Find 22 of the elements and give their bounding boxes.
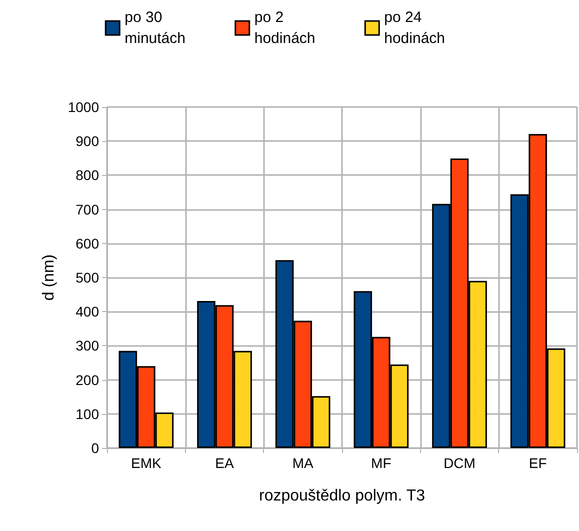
x-tick-label: MA — [292, 455, 314, 471]
y-tick-label: 900 — [76, 133, 100, 150]
y-tick-label: 0 — [91, 440, 100, 456]
legend-label: po 2 hodinách — [254, 9, 316, 47]
legend-label: po 30 minutách — [124, 9, 186, 47]
y-tick-label: 100 — [76, 406, 100, 422]
y-tick-label: 1000 — [68, 99, 100, 115]
legend-label: po 24 hodinách — [384, 9, 446, 47]
y-tick-label: 700 — [76, 201, 100, 218]
y-tick-label: 200 — [76, 372, 100, 388]
y-axis-title: d (nm) — [40, 254, 58, 301]
y-tick-label: 800 — [76, 167, 100, 184]
x-axis-title: rozpouštědlo polym. T3 — [258, 488, 426, 504]
y-tick-label: 500 — [76, 270, 100, 286]
y-tick-label: 300 — [76, 338, 100, 354]
x-tick-label: EMK — [130, 455, 162, 471]
y-tick-label: 400 — [76, 304, 100, 320]
x-tick-label: EA — [215, 455, 234, 471]
x-tick-label: EF — [528, 455, 547, 471]
y-tick-label: 600 — [76, 235, 100, 252]
x-tick-label: MF — [371, 455, 392, 471]
x-tick-label: DCM — [444, 455, 476, 471]
